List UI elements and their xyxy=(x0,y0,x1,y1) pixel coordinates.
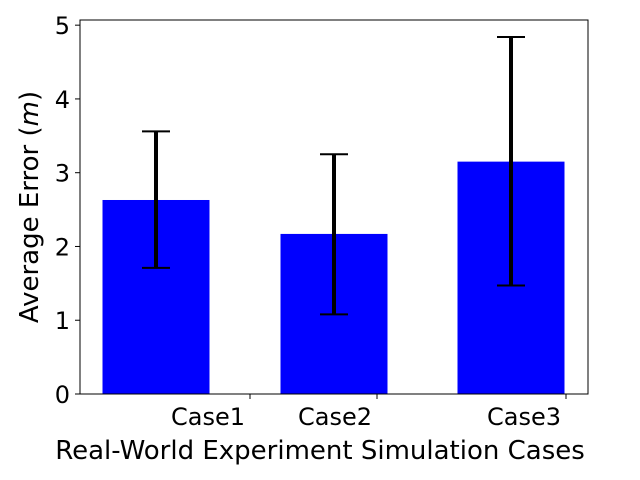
y-tick-label: 1 xyxy=(55,307,70,335)
y-tick-label: 2 xyxy=(55,233,70,261)
error-bar-case1 xyxy=(142,130,170,269)
y-tick-label: 3 xyxy=(55,160,70,188)
x-axis: Case1 Case2 Case3 xyxy=(171,394,567,431)
y-axis-title-unit: m xyxy=(15,101,45,126)
x-tick-label-case3: Case3 xyxy=(487,403,561,431)
y-axis-title: Average Error (m) xyxy=(15,91,45,323)
error-bars-group xyxy=(142,35,525,316)
y-axis-title-suffix: ) xyxy=(15,91,45,101)
y-tick-label: 5 xyxy=(55,12,70,40)
error-bar-case2 xyxy=(320,153,348,316)
error-bar-case3 xyxy=(497,35,525,287)
x-axis-title: Real-World Experiment Simulation Cases xyxy=(55,436,585,466)
y-tick-label: 0 xyxy=(55,381,70,409)
y-axis: 0 1 2 3 4 5 xyxy=(55,12,80,409)
y-axis-title-prefix: Average Error ( xyxy=(15,126,45,323)
x-tick-label-case1: Case1 xyxy=(171,403,245,431)
x-tick-label-case2: Case2 xyxy=(298,403,372,431)
y-tick-label: 4 xyxy=(55,86,70,114)
plot-frame xyxy=(79,19,589,395)
